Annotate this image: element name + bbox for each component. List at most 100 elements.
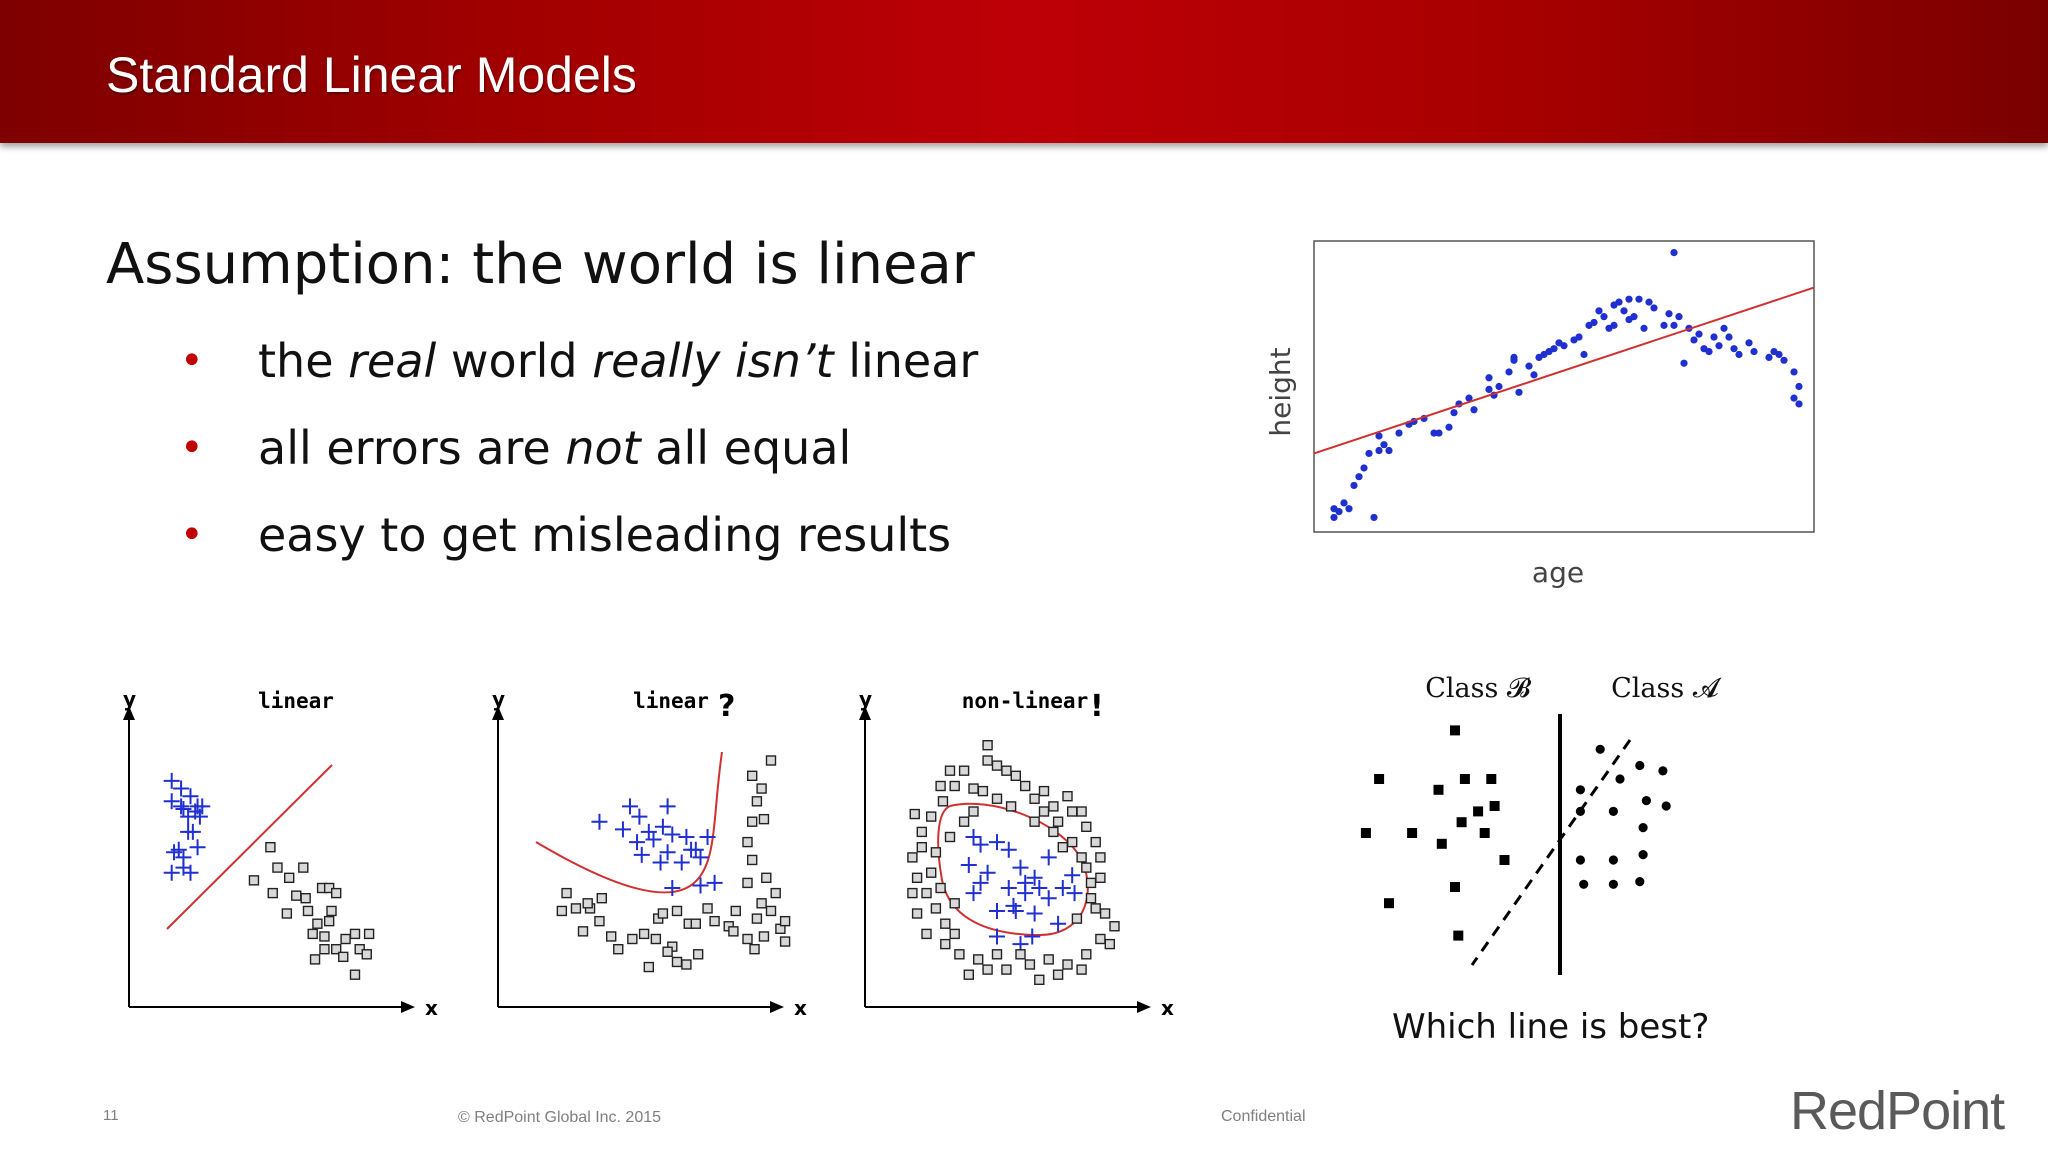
data-point xyxy=(1600,313,1608,321)
class-b-point xyxy=(1360,828,1371,838)
plus-point xyxy=(645,831,662,848)
data-point xyxy=(1720,324,1728,332)
data-point xyxy=(1375,446,1383,455)
square-point xyxy=(907,852,918,863)
data-point xyxy=(1620,307,1628,315)
bullet-list: • the real world really isn’t linear • all… xyxy=(170,318,978,579)
data-point xyxy=(1630,313,1638,321)
plus-point xyxy=(664,826,681,843)
class-a-point xyxy=(1638,823,1648,833)
square-point xyxy=(911,908,923,919)
data-point xyxy=(1365,449,1373,458)
square-point xyxy=(349,969,361,980)
class-a-point xyxy=(1661,801,1671,811)
square-point xyxy=(761,872,772,883)
page-number: 11 xyxy=(103,1107,119,1124)
data-point xyxy=(1355,473,1363,481)
square-point xyxy=(758,813,770,825)
panel-annotation: ! xyxy=(1090,689,1104,724)
square-point xyxy=(1085,893,1097,904)
data-point xyxy=(1495,382,1503,391)
plus-point xyxy=(659,844,676,861)
square-point xyxy=(926,867,937,878)
square-point xyxy=(916,842,927,853)
scatter-plot-frame xyxy=(1313,240,1815,533)
square-point xyxy=(1062,959,1073,970)
data-point xyxy=(1675,313,1683,321)
data-point xyxy=(1615,298,1623,306)
square-point xyxy=(671,956,683,968)
data-point xyxy=(1660,321,1668,329)
y-axis-label: height xyxy=(1264,347,1297,436)
square-point xyxy=(949,898,960,909)
data-point xyxy=(1715,342,1723,350)
data-point xyxy=(1505,368,1513,376)
bullet-item: • the real world really isn’t linear xyxy=(170,318,978,405)
class-a-point xyxy=(1608,806,1618,817)
plus-point xyxy=(965,829,982,845)
square-point xyxy=(907,887,918,899)
square-point xyxy=(1109,921,1120,932)
square-point xyxy=(756,898,767,909)
square-point xyxy=(1095,872,1106,883)
square-point xyxy=(671,905,683,917)
class-b-point xyxy=(1407,828,1418,838)
class-b-point xyxy=(1433,784,1444,795)
square-point xyxy=(561,887,572,899)
data-point xyxy=(1580,350,1588,359)
square-point xyxy=(1015,949,1026,960)
plus-point xyxy=(1017,885,1034,902)
class-a-point xyxy=(1575,785,1585,795)
class-b-point xyxy=(1489,801,1500,811)
plus-point xyxy=(173,798,190,815)
square-point xyxy=(1095,933,1106,945)
panel-title: linear xyxy=(258,689,334,713)
y-arrow-icon xyxy=(492,706,504,720)
dashed-separator-line xyxy=(1470,739,1632,966)
data-point xyxy=(1645,298,1653,306)
data-point xyxy=(1665,310,1673,318)
square-point xyxy=(742,877,753,889)
square-point xyxy=(1034,974,1045,985)
y-axis-label: y xyxy=(123,687,136,711)
data-point xyxy=(1470,406,1478,414)
data-point xyxy=(1590,318,1598,327)
plus-point xyxy=(1040,849,1057,866)
data-point xyxy=(1530,371,1538,379)
square-point xyxy=(940,938,951,950)
plus-point xyxy=(191,808,208,825)
square-point xyxy=(302,905,314,917)
x-arrow-icon xyxy=(770,1001,784,1013)
data-point xyxy=(1765,353,1773,361)
fit-line xyxy=(1313,286,1815,455)
class-b-point xyxy=(1450,725,1460,736)
copyright-text: © RedPoint Global Inc. 2015 xyxy=(458,1109,662,1126)
square-point xyxy=(709,915,720,927)
square-point xyxy=(1090,836,1101,848)
data-point xyxy=(1670,249,1678,257)
plus-point xyxy=(1024,928,1041,945)
square-point xyxy=(756,783,767,794)
data-point xyxy=(1445,423,1453,431)
square-point xyxy=(1062,791,1073,802)
data-point xyxy=(1510,356,1518,364)
data-point xyxy=(1710,333,1718,341)
plus-point xyxy=(664,880,681,896)
class-a-point xyxy=(1638,850,1648,860)
data-point xyxy=(1790,394,1798,402)
class-b-point xyxy=(1459,774,1470,784)
square-point xyxy=(911,872,923,883)
bullet-item: • all errors are not all equal xyxy=(170,405,978,492)
square-point xyxy=(930,847,942,858)
square-point xyxy=(643,961,654,973)
square-point xyxy=(982,740,993,751)
data-point xyxy=(1375,432,1383,440)
class-a-point xyxy=(1608,879,1618,889)
square-point xyxy=(638,928,650,940)
square-point xyxy=(982,964,993,975)
data-point xyxy=(1360,464,1368,472)
square-point xyxy=(747,770,758,781)
square-point xyxy=(982,755,993,766)
plus-point xyxy=(972,836,989,853)
plus-point xyxy=(659,798,676,815)
